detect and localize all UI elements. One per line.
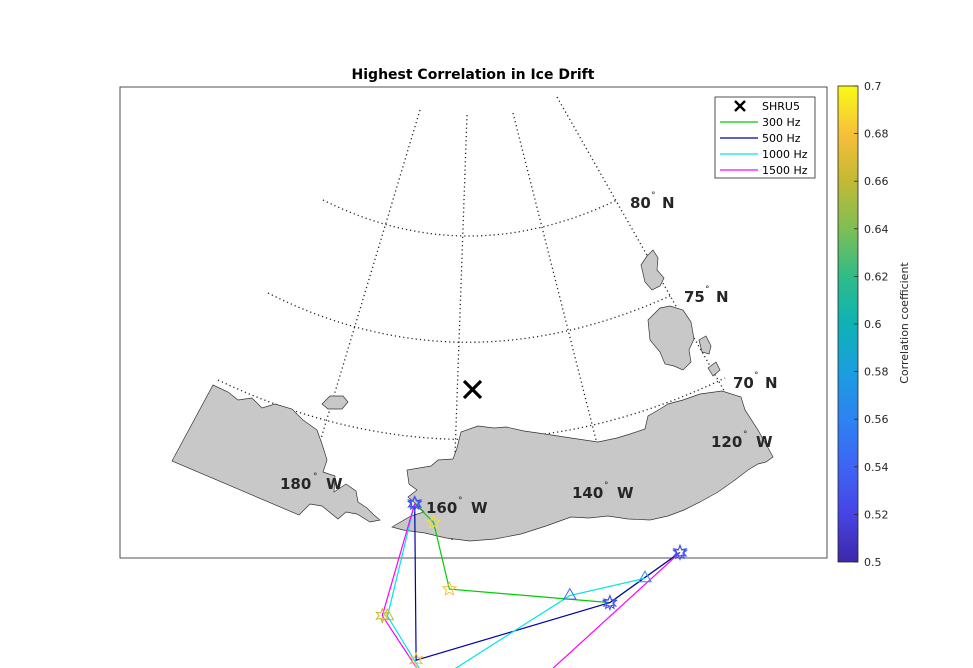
svg-text:75: 75 xyxy=(684,288,705,306)
svg-text:300 Hz: 300 Hz xyxy=(762,116,801,129)
colorbar-tick-label: 0.58 xyxy=(864,366,889,379)
legend-item-300hz: 300 Hz xyxy=(720,116,801,129)
lat-label-70: 70 ° N xyxy=(733,371,778,392)
svg-text:°: ° xyxy=(743,430,748,440)
svg-text:°: ° xyxy=(313,472,318,482)
track-marker-300hz xyxy=(441,580,458,596)
colorbar-ticks: 0.5 0.52 0.54 0.56 0.58 0.6 0.62 0.64 0.66 0.68 0.… xyxy=(854,80,889,569)
svg-text:70: 70 xyxy=(733,374,754,392)
meridian-140w xyxy=(512,112,611,496)
track-marker-500hz xyxy=(602,594,618,612)
track-marker-1000hz xyxy=(562,587,577,600)
svg-text:°: ° xyxy=(705,285,710,295)
colorbar-tick-label: 0.6 xyxy=(864,318,882,331)
svg-text:120: 120 xyxy=(711,433,742,451)
lon-label-120: 120 ° W xyxy=(711,430,773,451)
svg-text:80: 80 xyxy=(630,194,651,212)
legend: SHRU5 300 Hz 500 Hz 1000 Hz 1500 Hz xyxy=(714,96,816,179)
land-chukotka xyxy=(171,384,381,523)
track-marker-1000hz xyxy=(380,608,395,621)
colorbar-tick-label: 0.5 xyxy=(864,556,882,569)
lon-label-140: 140 ° W xyxy=(572,481,634,502)
land-wrangel-island xyxy=(321,395,349,410)
lon-label-160: 160 ° W xyxy=(426,496,488,517)
lon-label-180: 180 ° W xyxy=(280,472,343,493)
land-cape-bathurst xyxy=(707,361,721,377)
lat-label-75: 75 ° N xyxy=(684,285,729,306)
svg-text:500 Hz: 500 Hz xyxy=(762,132,801,145)
track-marker-300hz xyxy=(425,514,442,530)
colorbar-label: Correlation coefficient xyxy=(898,262,911,384)
svg-text:°: ° xyxy=(754,371,759,381)
track-line-1500hz xyxy=(381,503,681,668)
svg-text:W: W xyxy=(756,433,773,451)
land-prince-patrick-island xyxy=(640,249,665,291)
svg-text:°: ° xyxy=(458,496,463,506)
lat-label-80: 80 ° N xyxy=(630,191,675,212)
legend-item-shru5: SHRU5 xyxy=(734,100,800,113)
svg-text:140: 140 xyxy=(572,484,603,502)
svg-text:N: N xyxy=(716,288,729,306)
parallel-80n xyxy=(322,199,618,237)
track-marker-1000hz xyxy=(638,570,652,583)
svg-text:W: W xyxy=(471,499,488,517)
colorbar-tick-label: 0.64 xyxy=(864,223,889,236)
colorbar-tick-label: 0.62 xyxy=(864,270,889,283)
shru5-station-marker xyxy=(462,379,483,400)
colorbar-tick-label: 0.54 xyxy=(864,461,889,474)
svg-text:160: 160 xyxy=(426,499,457,517)
colorbar-tick-label: 0.68 xyxy=(864,128,889,141)
track-marker-1500hz xyxy=(375,607,390,625)
svg-text:W: W xyxy=(617,484,634,502)
track-marker-1500hz xyxy=(407,495,423,512)
colorbar-tick-label: 0.7 xyxy=(864,80,882,93)
land-banks-island xyxy=(647,305,695,371)
track-marker-1500hz xyxy=(672,543,688,561)
colorbar-tick-label: 0.52 xyxy=(864,508,889,521)
svg-text:1000 Hz: 1000 Hz xyxy=(762,148,808,161)
svg-text:°: ° xyxy=(604,481,609,491)
colorbar: 0.5 0.52 0.54 0.56 0.58 0.6 0.62 0.64 0.66 0.68 0.… xyxy=(837,80,911,569)
legend-item-1500hz: 1500 Hz xyxy=(720,164,808,177)
track-marker-1000hz xyxy=(407,495,422,508)
svg-text:1500 Hz: 1500 Hz xyxy=(762,164,808,177)
drift-markers xyxy=(375,495,688,668)
land-alaska xyxy=(391,390,774,542)
svg-text:SHRU5: SHRU5 xyxy=(762,100,800,113)
svg-text:W: W xyxy=(326,475,343,493)
colorbar-tick-label: 0.66 xyxy=(864,175,889,188)
legend-item-500hz: 500 Hz xyxy=(720,132,801,145)
svg-text:180: 180 xyxy=(280,475,311,493)
colorbar-tick-label: 0.56 xyxy=(864,413,889,426)
svg-text:°: ° xyxy=(651,191,656,201)
track-marker-500hz xyxy=(408,651,424,668)
drift-tracks xyxy=(381,503,681,668)
chart-title: Highest Correlation in Ice Drift xyxy=(352,67,595,83)
land-victoria-island-tip xyxy=(698,335,712,355)
legend-item-1000hz: 1000 Hz xyxy=(720,148,808,161)
svg-text:N: N xyxy=(765,374,778,392)
track-line-1000hz xyxy=(386,503,646,668)
svg-text:N: N xyxy=(662,194,675,212)
